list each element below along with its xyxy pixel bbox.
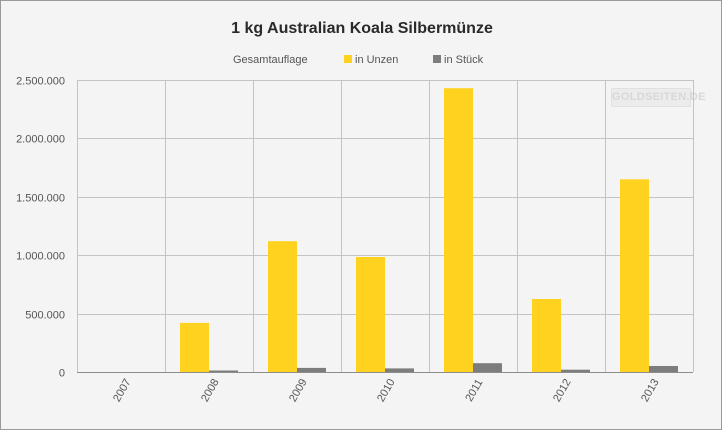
y-tick-label: 1.500.000 xyxy=(16,193,65,205)
bar-1-2009 xyxy=(297,367,326,372)
x-tick-label: 2010 xyxy=(375,377,398,404)
bar-1-2011 xyxy=(473,363,502,372)
bar-0-2008 xyxy=(180,322,209,372)
x-tick-label: 2008 xyxy=(199,377,222,404)
y-tick-label: 0 xyxy=(59,368,65,380)
legend-item-stueck[interactable]: in Stück xyxy=(433,54,483,66)
legend-item-unzen[interactable]: in Unzen xyxy=(344,54,398,66)
x-tick-label: 2007 xyxy=(111,377,134,404)
y-tick-label: 500.000 xyxy=(25,310,65,322)
x-tick-label: 2011 xyxy=(463,377,485,403)
x-tick-label: 2012 xyxy=(551,377,574,404)
bar-1-2012 xyxy=(561,369,590,372)
bar-0-2011 xyxy=(444,88,473,372)
y-tick-label: 2.500.000 xyxy=(16,76,65,88)
legend-swatch-unzen xyxy=(344,55,352,63)
bar-0-2013 xyxy=(620,179,649,372)
chart-legend: Gesamtauflage in Unzen in Stück xyxy=(1,54,722,70)
bar-1-2008 xyxy=(209,370,238,372)
legend-swatch-stueck xyxy=(433,55,441,63)
y-tick-label: 2.000.000 xyxy=(16,134,65,146)
x-tick-label: 2013 xyxy=(639,377,662,404)
x-tick-label: 2009 xyxy=(287,377,310,404)
legend-label-unzen: in Unzen xyxy=(355,54,399,66)
legend-title: Gesamtauflage xyxy=(233,54,308,66)
bar-1-2013 xyxy=(649,366,678,372)
bar-0-2009 xyxy=(268,241,297,372)
y-tick-label: 1.000.000 xyxy=(16,251,65,263)
chart-title: 1 kg Australian Koala Silbermünze xyxy=(231,20,493,37)
bar-0-2012 xyxy=(532,299,561,372)
legend-label-stueck: in Stück xyxy=(444,54,484,66)
bar-1-2010 xyxy=(385,368,414,372)
bar-0-2010 xyxy=(356,257,385,372)
goldseiten-watermark-logo: GOLDSEITEN.DE xyxy=(611,88,705,107)
